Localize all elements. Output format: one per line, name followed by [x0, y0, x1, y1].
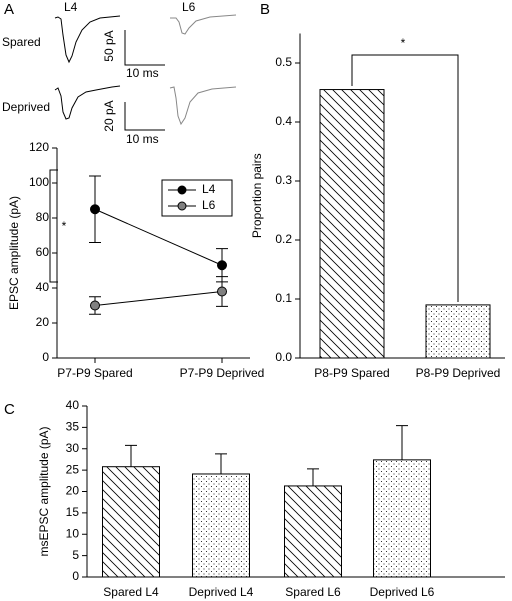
- legend-box: [161, 179, 233, 217]
- trace: [169, 86, 237, 126]
- panel-label: B: [260, 1, 270, 18]
- x-tick-label: P8-P9 Deprived: [416, 366, 501, 380]
- y-tick-label: 20: [36, 315, 50, 329]
- marker: [217, 286, 227, 297]
- series-line: [94, 291, 223, 306]
- y-axis-label: EPSC amplitude (pA): [7, 196, 21, 310]
- y-tick-label: 25: [66, 462, 80, 476]
- scale-label: 10 ms: [126, 132, 159, 146]
- bar: [192, 473, 250, 578]
- y-tick-label: 20: [66, 484, 80, 498]
- scale-bar: [124, 30, 165, 66]
- x-tick-label: Spared L6: [285, 585, 341, 599]
- x-tick-label: P8-P9 Spared: [314, 366, 389, 380]
- bar: [373, 459, 431, 578]
- error-bar: [125, 444, 137, 467]
- legend-marker: [177, 185, 187, 195]
- y-tick-label: 15: [66, 505, 80, 519]
- error-bar: [215, 453, 227, 474]
- significance-bracket: [351, 54, 459, 302]
- annotation: *: [62, 219, 67, 233]
- y-tick-label: 10: [66, 526, 80, 540]
- x-tick-label: Spared L4: [103, 585, 159, 599]
- y-tick-label: 5: [72, 548, 79, 562]
- trace-label: L6: [182, 0, 196, 14]
- error-bar: [307, 468, 319, 486]
- error-bar: [396, 425, 408, 460]
- panel-label: A: [4, 1, 14, 18]
- panel-label: C: [4, 401, 15, 418]
- significance-bracket: [49, 169, 58, 283]
- legend-label: L4: [202, 182, 216, 196]
- y-tick-label: 30: [66, 441, 80, 455]
- bar: [284, 485, 342, 578]
- y-tick-label: 0: [42, 350, 49, 364]
- row-label: Deprived: [2, 100, 50, 114]
- trace-label: L4: [64, 0, 78, 14]
- x-tick-label: Deprived L6: [370, 585, 435, 599]
- y-tick-label: 0.2: [275, 232, 292, 246]
- bar: [102, 466, 160, 578]
- y-axis-label: msEPSC amplitude (pA): [37, 426, 51, 556]
- y-tick-label: 100: [29, 175, 49, 189]
- y-tick-label: 0.1: [275, 291, 292, 305]
- y-tick-label: 0.5: [275, 55, 292, 69]
- y-tick-label: 60: [36, 245, 50, 259]
- y-tick-label: 0.4: [275, 114, 292, 128]
- scale-label: 50 pA: [102, 30, 116, 61]
- marker: [217, 260, 227, 271]
- x-tick-label: P7-P9 Spared: [57, 366, 132, 380]
- series-line: [94, 208, 223, 266]
- y-tick-label: 40: [66, 398, 80, 412]
- row-label: Spared: [2, 35, 41, 49]
- legend-marker: [177, 201, 187, 211]
- trace: [54, 15, 121, 64]
- trace: [54, 85, 121, 120]
- x-tick-label: Deprived L4: [189, 585, 254, 599]
- y-axis-label: Proportion pairs: [250, 153, 264, 238]
- trace: [170, 14, 237, 35]
- scale-label: 10 ms: [126, 66, 159, 80]
- scale-label: 20 pA: [102, 100, 116, 131]
- y-tick-label: 0.3: [275, 173, 292, 187]
- y-tick-label: 120: [29, 140, 49, 154]
- y-tick-label: 35: [66, 420, 80, 434]
- y-tick-label: 0: [72, 569, 79, 583]
- y-tick-label: 0.0: [275, 350, 292, 364]
- scale-bar: [124, 102, 165, 131]
- x-tick-label: P7-P9 Deprived: [180, 366, 265, 380]
- annotation: *: [401, 36, 406, 50]
- bar: [319, 89, 385, 359]
- y-tick-label: 80: [36, 210, 50, 224]
- marker: [90, 204, 100, 215]
- legend-label: L6: [202, 198, 216, 212]
- marker: [90, 300, 100, 311]
- y-tick-label: 40: [36, 280, 50, 294]
- bar: [425, 304, 491, 359]
